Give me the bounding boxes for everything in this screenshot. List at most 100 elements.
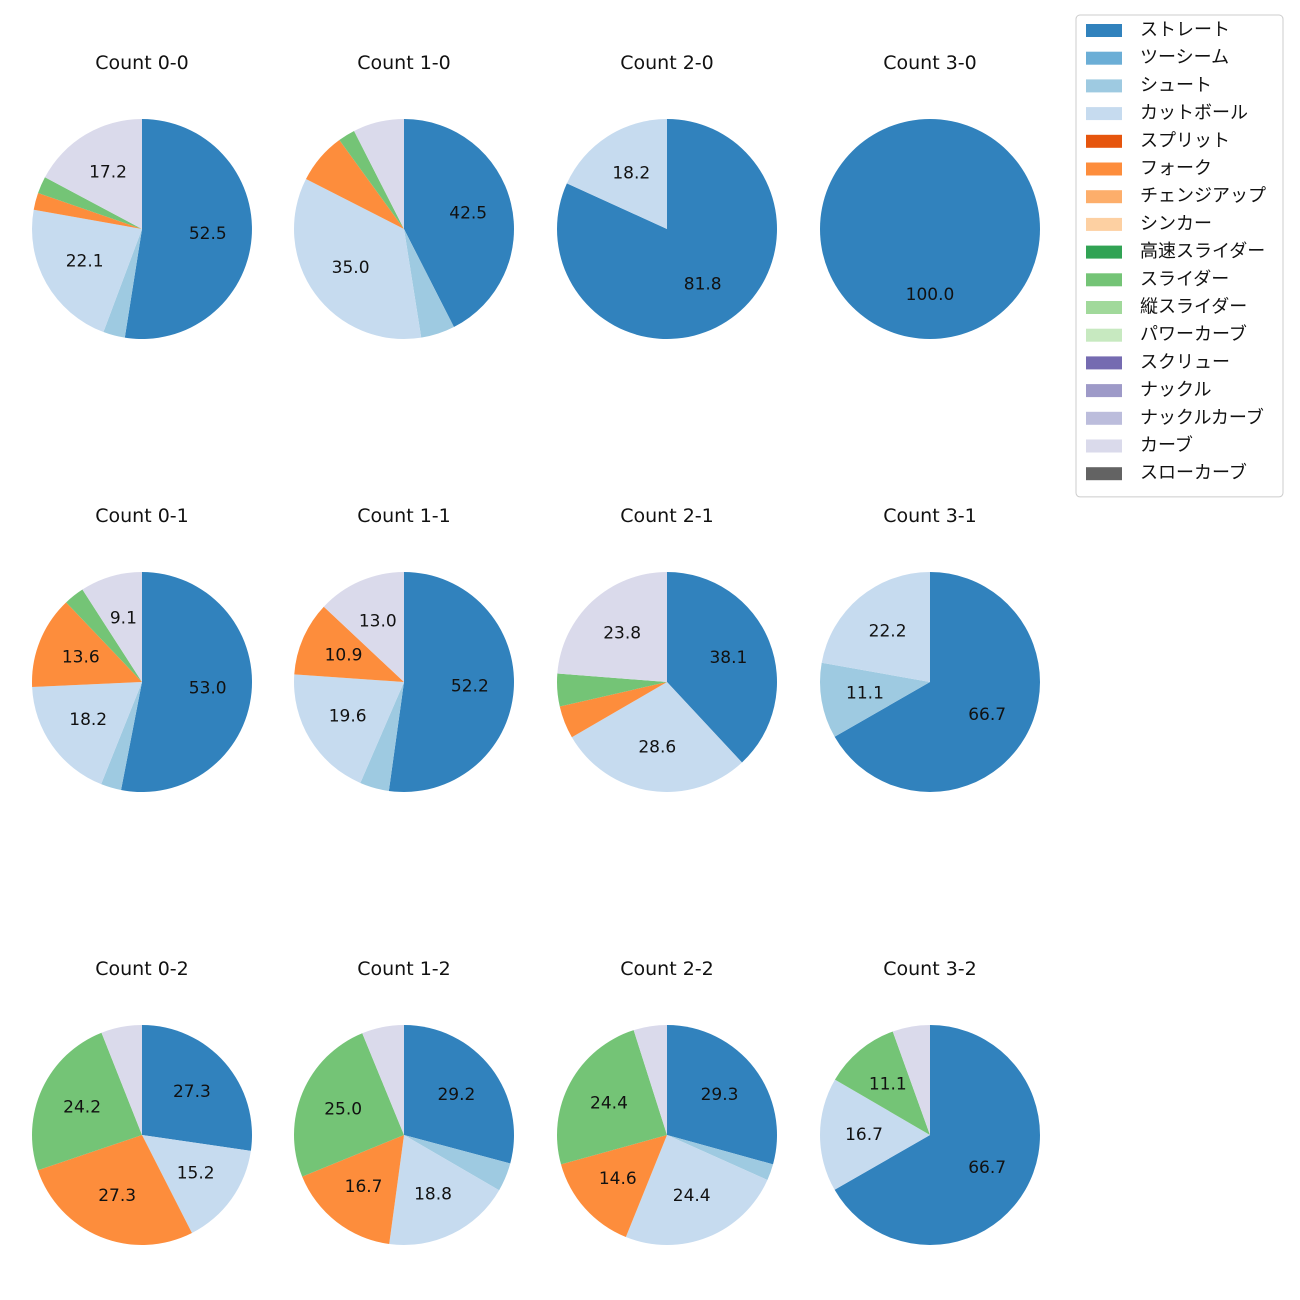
pie-slice — [404, 1135, 511, 1191]
pie-1: Count 0-0 52.5 22.1 17.2 — [32, 52, 252, 339]
legend-swatch — [1086, 384, 1122, 398]
pie-title: Count 2-0 — [620, 52, 714, 74]
pie-slice — [820, 119, 1040, 339]
pie-slice — [101, 682, 142, 790]
slice-label: 14.6 — [599, 1169, 637, 1189]
pie-slice — [293, 179, 422, 340]
legend-label: スクリュー — [1140, 352, 1230, 373]
pie-11: Count 2-2 29.3 24.4 14.6 24.4 — [556, 958, 778, 1246]
pie-slice — [142, 1135, 251, 1234]
pie-slice — [44, 119, 143, 229]
slice-label: 10.9 — [325, 646, 363, 666]
pie-title: Count 2-1 — [620, 505, 714, 527]
pie-slice — [559, 682, 667, 738]
pie-slice — [293, 674, 404, 783]
slice-label: 18.2 — [612, 164, 650, 184]
slice-label: 11.1 — [869, 1074, 907, 1094]
legend-label: スプリット — [1140, 130, 1230, 151]
slice-label: 28.6 — [638, 737, 676, 757]
legend-label: ナックルカーブ — [1140, 406, 1264, 428]
pie-slice — [820, 662, 930, 737]
legend-swatch — [1086, 24, 1122, 37]
legend-label: スライダー — [1140, 269, 1229, 290]
slice-label: 27.3 — [98, 1186, 136, 1206]
slice-label: 16.7 — [345, 1177, 383, 1197]
slice-label: 11.1 — [846, 683, 884, 703]
legend-label: フォーク — [1140, 158, 1212, 179]
pie-slice — [66, 589, 142, 682]
pie-slice — [293, 1033, 404, 1177]
pie-title: Count 1-1 — [357, 505, 451, 527]
pie-slice — [33, 193, 143, 229]
pie-slice — [834, 572, 1040, 792]
pie-8: Count 3-1 66.7 11.1 22.2 — [820, 505, 1040, 792]
pie-slice — [32, 209, 142, 333]
pie-slice — [821, 572, 930, 682]
slice-label: 19.6 — [329, 706, 367, 726]
slice-label: 38.1 — [709, 648, 747, 668]
pie-slice — [557, 119, 778, 339]
pie-title: Count 1-2 — [357, 958, 451, 980]
slice-label: 24.4 — [590, 1094, 628, 1114]
pie-slice — [323, 572, 404, 682]
pie-slice — [404, 229, 454, 338]
legend-label: シュート — [1140, 75, 1212, 96]
pie-slice — [360, 682, 404, 791]
slice-label: 53.0 — [189, 678, 227, 698]
pie-slice — [667, 1135, 774, 1180]
pie-slice — [389, 1135, 500, 1246]
pie-slice — [354, 119, 404, 229]
legend-swatch — [1086, 328, 1122, 342]
pie-slice — [557, 673, 667, 707]
slice-label: 81.8 — [684, 275, 722, 295]
pie-slice — [82, 572, 142, 682]
legend-label: カーブ — [1140, 434, 1193, 456]
legend-label: ツーシーム — [1140, 47, 1229, 68]
pie-slice — [892, 1025, 930, 1135]
pie-title: Count 3-0 — [883, 52, 977, 74]
pie-12: Count 3-2 66.7 16.7 11.1 — [819, 958, 1040, 1245]
legend-label: カットボール — [1140, 103, 1248, 124]
slice-label: 22.2 — [869, 621, 907, 641]
pie-7: Count 2-1 38.1 28.6 23.8 — [557, 505, 778, 793]
pie-slice — [667, 572, 778, 763]
pie-title: Count 0-2 — [95, 958, 189, 980]
pie-slice — [142, 1025, 252, 1151]
pie-title: Count 3-2 — [883, 958, 977, 980]
slice-label: 29.2 — [437, 1085, 475, 1105]
slice-label: 16.7 — [845, 1125, 883, 1145]
pie-slice — [32, 682, 142, 785]
pie-slice — [633, 1025, 667, 1135]
pie-2: Count 1-0 42.5 35.0 — [293, 52, 514, 340]
slice-label: 24.2 — [63, 1097, 101, 1117]
slice-label: 22.1 — [66, 252, 104, 272]
pie-title: Count 1-0 — [357, 52, 451, 74]
pie-slice — [834, 1031, 930, 1135]
pie-slice — [38, 177, 142, 229]
pie-title: Count 0-1 — [95, 505, 189, 527]
pie-slice — [101, 1025, 142, 1135]
pie-slice — [121, 572, 253, 792]
slice-label: 18.8 — [414, 1184, 452, 1204]
pie-slice — [557, 572, 667, 682]
slice-label: 52.5 — [189, 224, 227, 244]
legend-swatch — [1086, 356, 1122, 370]
pie-slice — [388, 572, 515, 792]
legend: ストレートツーシームシュートカットボールスプリットフォークチェンジアップシンカー… — [1075, 14, 1284, 498]
slice-label: 52.2 — [451, 677, 489, 697]
slice-label: 13.6 — [62, 647, 100, 667]
legend-swatch — [1086, 79, 1122, 93]
slice-label: 15.2 — [177, 1163, 215, 1183]
slice-label: 66.7 — [968, 1158, 1006, 1178]
pie-slice — [31, 602, 142, 688]
pie-title: Count 2-2 — [620, 958, 714, 980]
pie-slice — [305, 140, 404, 229]
legend-swatch — [1086, 162, 1122, 176]
pie-slice — [404, 119, 514, 328]
slice-label: 25.0 — [324, 1099, 362, 1119]
pie-slice — [302, 1135, 404, 1244]
legend-swatch — [1086, 51, 1122, 65]
legend-label: 高速スライダー — [1140, 241, 1265, 262]
slice-label: 29.3 — [701, 1085, 739, 1105]
